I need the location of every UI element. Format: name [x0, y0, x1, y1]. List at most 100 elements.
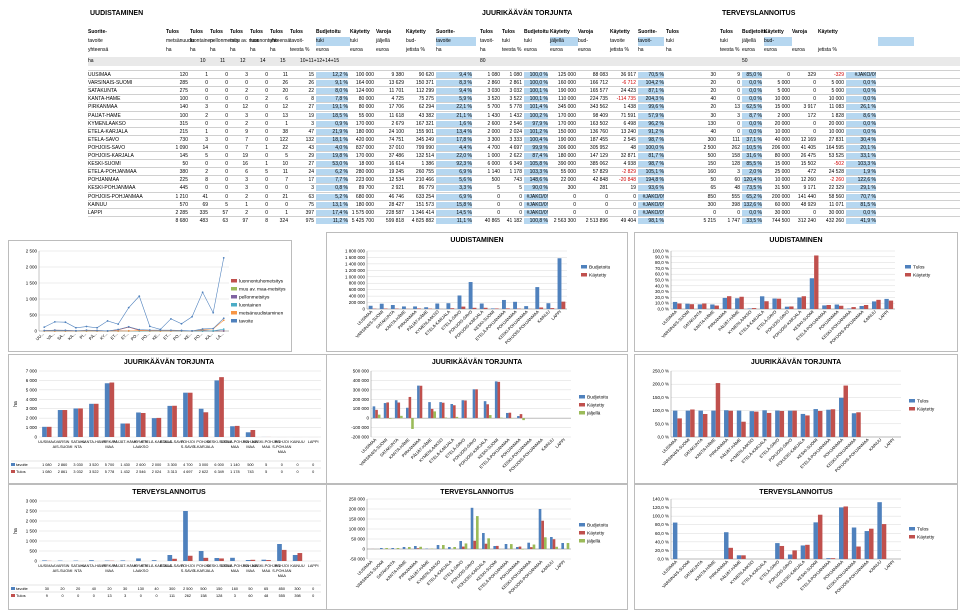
cell-value: 0,0 %	[846, 80, 876, 86]
cell-value: 0,0 %	[742, 80, 762, 86]
cell-value: 4 697	[502, 145, 522, 151]
x-tick-label: PO...	[130, 331, 140, 341]
header-cell: euroa	[578, 47, 591, 53]
y-tick-label: 0	[34, 435, 37, 440]
y-tick-label: 1 500	[26, 281, 38, 286]
cell-value: 148,6 %	[524, 177, 548, 183]
table-cell: 2 000	[152, 463, 162, 467]
cell-value: 31 500	[764, 185, 790, 191]
cell-value: 160	[666, 169, 716, 175]
cell-value: -329	[818, 72, 844, 78]
cell-value: 22,1 %	[436, 104, 472, 110]
bar	[502, 300, 506, 309]
point	[181, 323, 183, 325]
bar	[420, 386, 423, 418]
cell-value: 1 430	[480, 113, 500, 119]
table-cell: 40	[92, 587, 96, 591]
bar	[780, 546, 784, 559]
cell-value: 9	[720, 72, 740, 78]
bar	[461, 307, 465, 309]
x-tick-label: MAA	[105, 445, 114, 449]
bar	[445, 418, 448, 419]
bar	[889, 301, 893, 309]
cell-value: 300	[550, 185, 576, 191]
bar	[844, 386, 848, 437]
cell-value: -20 848	[610, 177, 636, 183]
legend-swatch	[579, 531, 585, 535]
cell-value: 96,2 %	[638, 121, 664, 127]
series-line	[44, 258, 223, 330]
bar	[89, 560, 94, 561]
bar	[797, 298, 801, 309]
cell-value: 41,9 %	[846, 218, 876, 224]
point	[54, 329, 56, 331]
cell-value: 13	[270, 113, 288, 119]
cell-value: 420 000	[350, 137, 374, 143]
cell-value: 275	[166, 88, 188, 94]
cell-value: 27	[290, 104, 314, 110]
bar	[522, 418, 525, 420]
bar	[464, 400, 467, 418]
cell-value: 180 000	[350, 202, 374, 208]
point	[223, 319, 225, 321]
table-cell: 60	[248, 594, 252, 598]
cell-value: 17 706	[376, 104, 404, 110]
table-cell: 0	[61, 594, 63, 598]
point	[117, 323, 119, 325]
bar	[810, 278, 814, 309]
bar	[453, 547, 456, 549]
x-tick-label: LAPPI	[554, 437, 566, 449]
bar	[882, 524, 886, 559]
legend-label: Käytetty	[587, 403, 605, 409]
bar	[199, 409, 204, 437]
bar	[157, 418, 162, 437]
bar	[167, 555, 172, 561]
cell-value: 2 546	[502, 121, 522, 127]
y-tick-label: 1 200 000	[345, 268, 366, 273]
bar	[519, 547, 522, 549]
bar	[673, 302, 677, 309]
bar	[251, 560, 256, 561]
bar	[690, 409, 694, 437]
table-cell: 40	[154, 587, 158, 591]
cell-value: 180 000	[550, 153, 576, 159]
cell-value: 92,3 %	[436, 161, 472, 167]
cell-value: 500	[666, 153, 716, 159]
bar	[711, 411, 715, 437]
x-tick-label: KAINUU	[540, 559, 555, 574]
cell-value: 12	[270, 104, 288, 110]
cell-value: 81,5 %	[846, 202, 876, 208]
bar	[152, 560, 157, 561]
region-name: ETELÄ-KARJALA	[88, 129, 164, 135]
cell-value: 10 000	[818, 96, 844, 102]
bar	[775, 543, 779, 559]
cell-value: 223 000	[350, 177, 374, 183]
cell-value: 3 520	[480, 96, 500, 102]
bar	[535, 287, 539, 309]
bar	[380, 304, 384, 309]
header-cell: Käytetty	[818, 29, 838, 35]
table-cell: 50	[248, 587, 252, 591]
cell-value: 128	[720, 161, 740, 167]
cell-value: 13,4 %	[436, 129, 472, 135]
bar	[459, 541, 462, 549]
cell-value: 14	[190, 145, 208, 151]
cell-value: 0	[210, 129, 228, 135]
header-cell: ha	[270, 47, 276, 53]
cell-value: 3	[190, 104, 208, 110]
legend-label: Käytetty	[917, 407, 935, 413]
legend-label: Tulos	[16, 469, 26, 474]
cell-value: 5 425 700	[350, 218, 374, 224]
bar	[673, 523, 677, 559]
cell-value: 11 618	[376, 113, 404, 119]
header-cell: Budjetoitu	[742, 29, 767, 35]
bar	[533, 545, 536, 549]
cell-value: 0	[550, 194, 576, 200]
y-tick-label: 1 500	[26, 529, 38, 534]
table-cell: 128	[216, 594, 222, 598]
bar	[822, 305, 826, 309]
table-cell: 0	[312, 463, 314, 467]
